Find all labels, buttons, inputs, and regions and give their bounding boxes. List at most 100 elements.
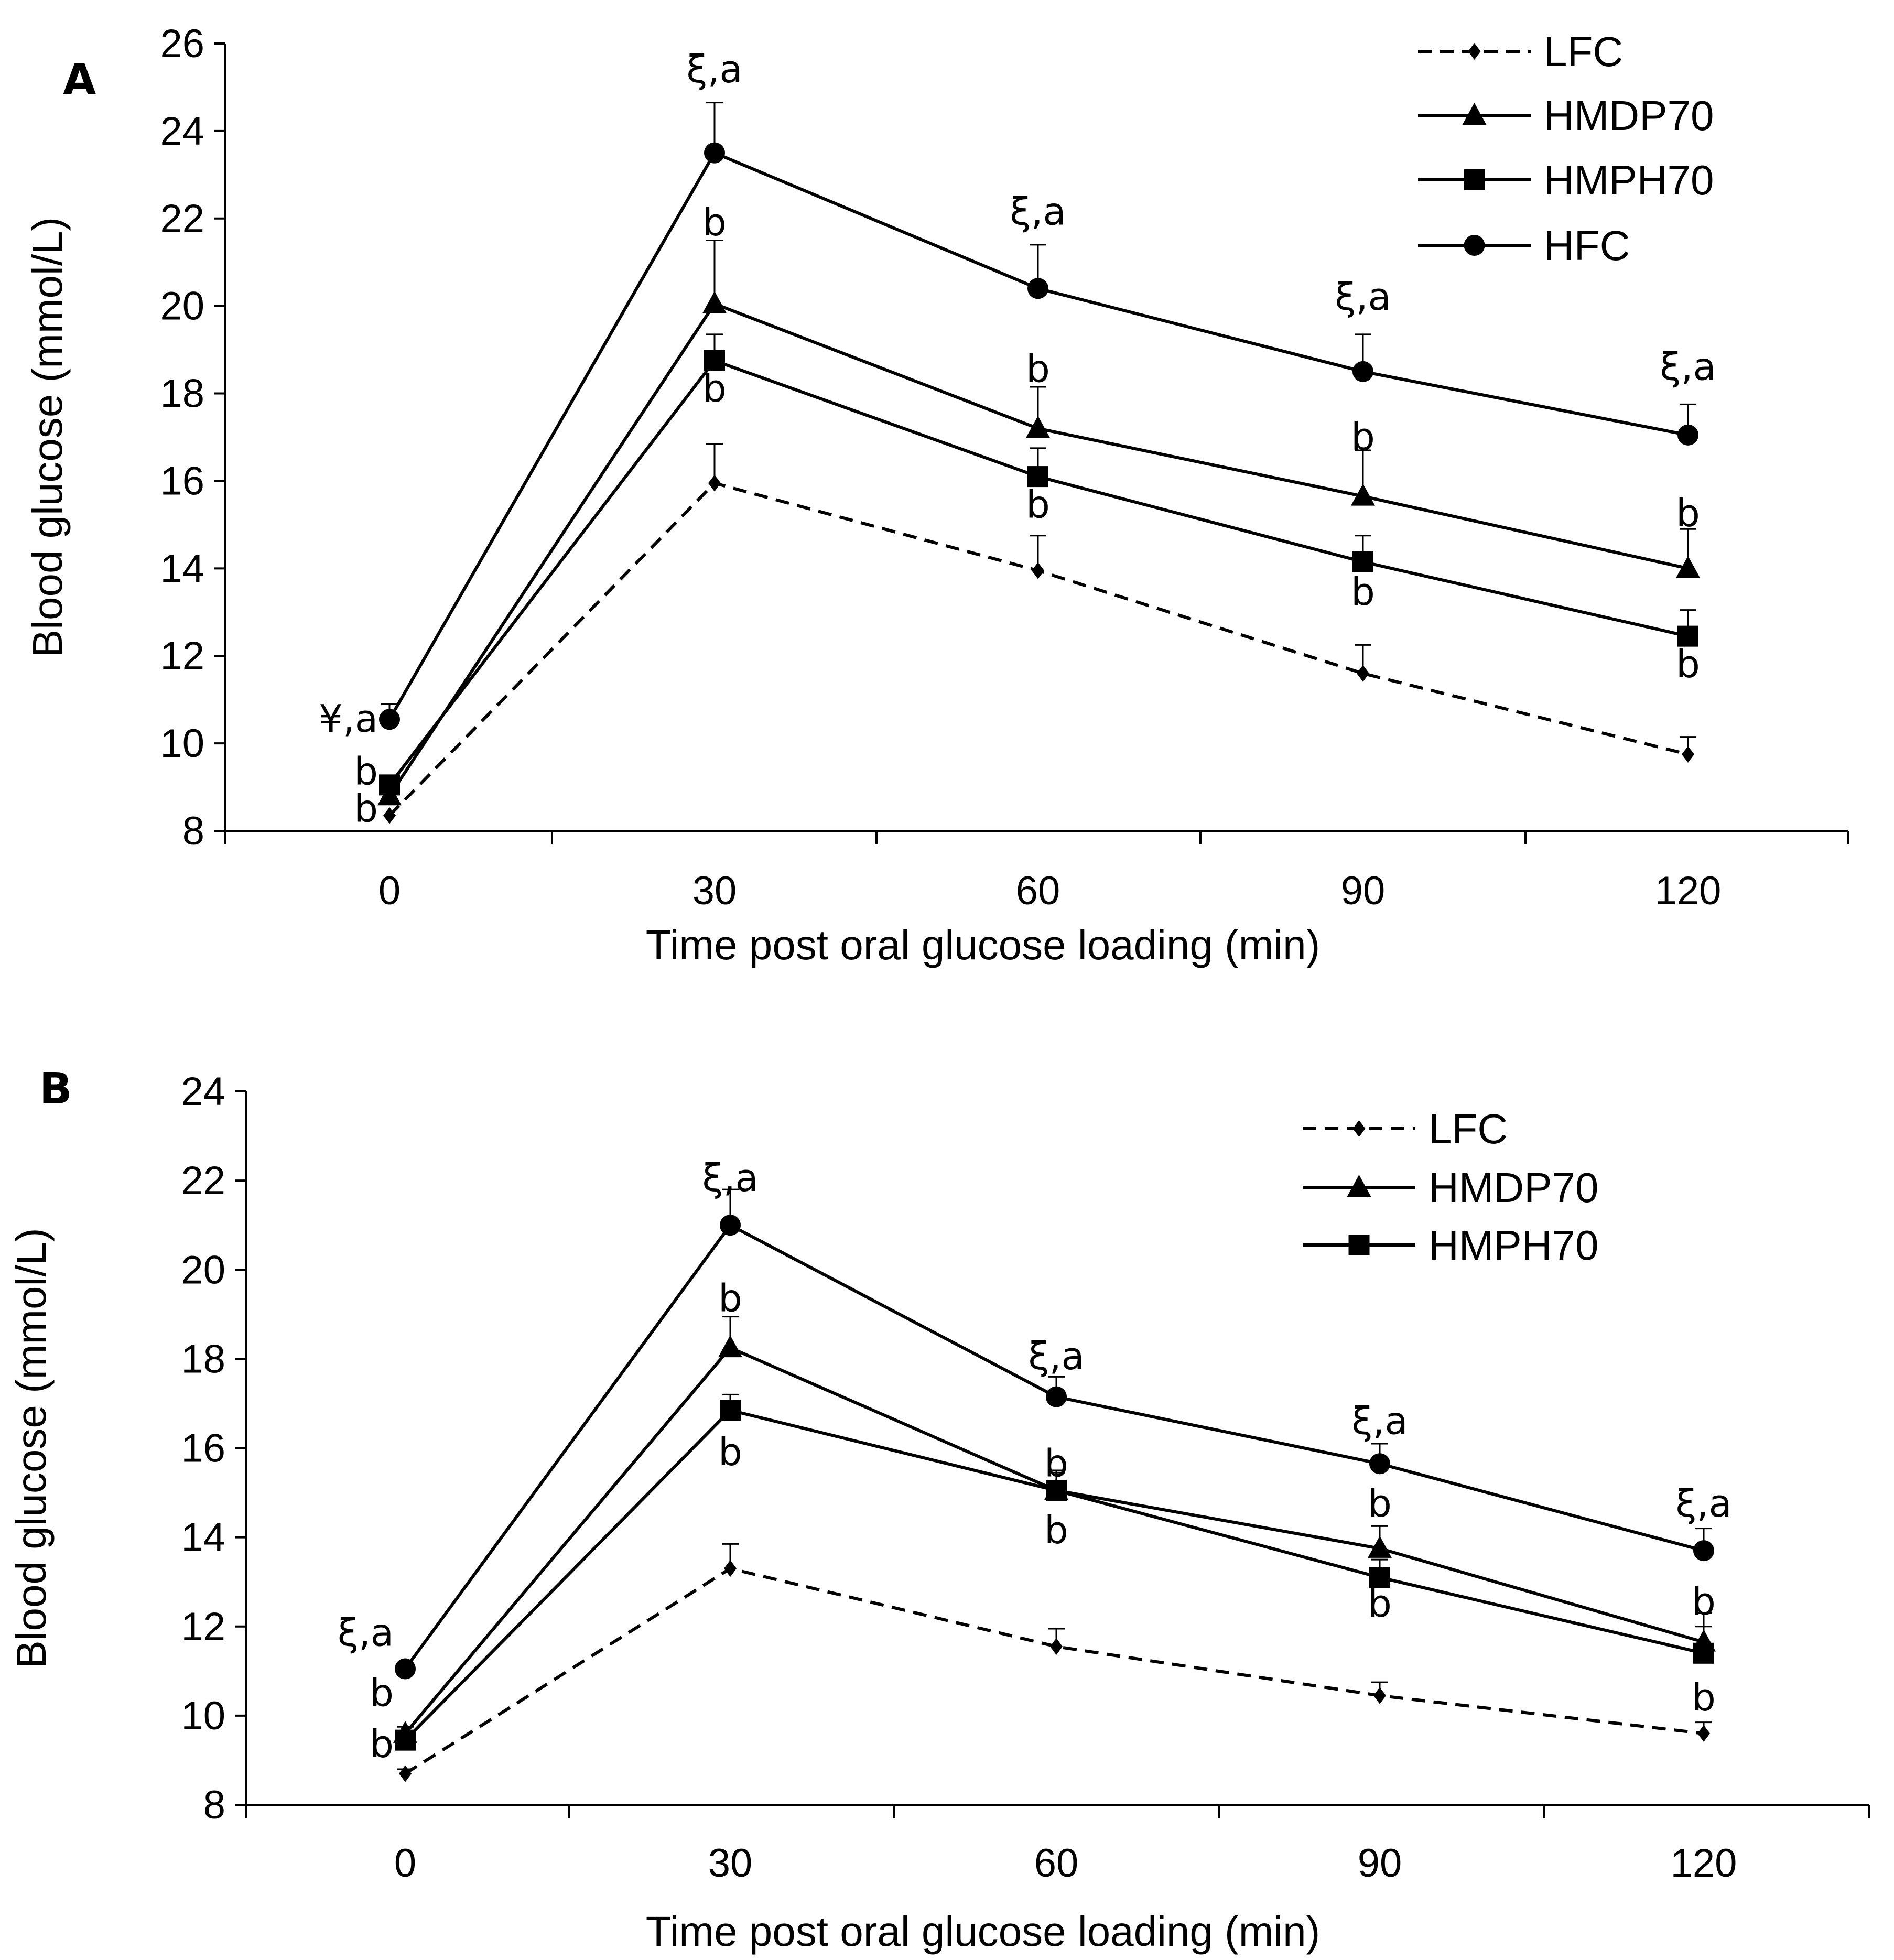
significance-label: b: [1351, 570, 1375, 614]
significance-label: b: [702, 366, 727, 410]
significance-label: b: [1676, 491, 1700, 535]
legend-marker-lfc: [1352, 1120, 1366, 1137]
legend-label-hmph70: HMPH70: [1544, 157, 1714, 203]
data-point-hfc: [1352, 361, 1373, 382]
significance-label: b: [1044, 1508, 1068, 1552]
data-point-hmph70: [379, 774, 400, 796]
data-point-hmdp70: [1676, 556, 1700, 578]
significance-label: b: [702, 200, 727, 244]
chart-panel-a: A Blood glucose (mmol/L) Time post oral …: [24, 21, 1849, 968]
data-point-hfc: [1677, 424, 1698, 446]
y-tick-label: 14: [160, 546, 204, 591]
legend-marker-hfc: [1464, 235, 1485, 256]
significance-label: b: [354, 749, 378, 793]
y-tick-label: 12: [181, 1605, 225, 1649]
data-point-lfc: [383, 807, 396, 824]
y-axis-label-a: Blood glucose (mmol/L): [24, 217, 71, 657]
significance-label: b: [1044, 1441, 1068, 1485]
significance-label: b: [1692, 1675, 1716, 1719]
x-tick-label: 90: [1341, 869, 1386, 913]
data-point-hfc: [704, 142, 725, 164]
significance-label: b: [1351, 415, 1375, 459]
legend-label-lfc: LFC: [1544, 28, 1623, 75]
significance-label: b: [1368, 1481, 1392, 1525]
y-tick-label: 18: [160, 372, 204, 416]
legend-marker-hmph70: [1464, 169, 1485, 190]
x-tick-label: 0: [394, 1841, 416, 1886]
significance-label: b: [370, 1722, 394, 1766]
axes-a: 8 10 12 14 16 18 20 22 24 26 0 30 60 90 120: [160, 21, 1849, 913]
y-tick-label: 22: [160, 197, 204, 241]
data-point-lfc: [724, 1560, 737, 1577]
y-tick-label: 10: [160, 721, 204, 766]
chart-panel-b: B Blood glucose (mmol/L) Time post oral …: [8, 1064, 1870, 1955]
data-point-hmdp70: [718, 1335, 742, 1358]
significance-label: b: [1026, 482, 1050, 526]
data-point-lfc: [1373, 1687, 1386, 1704]
x-tick-label: 30: [692, 869, 737, 913]
legend-label-hmdp70: HMDP70: [1544, 92, 1714, 139]
y-tick-label: 20: [160, 284, 204, 329]
data-point-hmph70: [1677, 625, 1698, 647]
data-point-hfc: [395, 1658, 416, 1680]
significance-label: ξ,a: [1660, 344, 1716, 388]
data-point-hmph70: [1369, 1567, 1390, 1588]
legend-b: LFC HMDP70 HMPH70: [1303, 1106, 1599, 1269]
significance-label: b: [1368, 1582, 1392, 1626]
y-tick-label: 14: [181, 1515, 225, 1560]
y-tick-label: 10: [181, 1694, 225, 1738]
series-line-lfc: [404, 1567, 1704, 1775]
x-axis-label-a: Time post oral glucose loading (min): [646, 922, 1320, 968]
significance-label: b: [718, 1430, 742, 1474]
data-point-hmph70: [1693, 1642, 1714, 1664]
data-point-lfc: [1032, 562, 1044, 579]
data-point-lfc: [1357, 665, 1369, 682]
significance-label: ¥,a: [319, 697, 378, 741]
y-tick-label: 16: [181, 1426, 225, 1471]
data-point-hmph70: [720, 1400, 741, 1421]
significance-label: ξ,a: [686, 47, 742, 91]
y-tick-label: 18: [181, 1337, 225, 1381]
data-point-hmph70: [1027, 466, 1048, 488]
y-tick-label: 26: [160, 21, 204, 66]
data-point-hmph70: [704, 350, 725, 371]
panel-label-b: B: [39, 1064, 72, 1114]
series-markers-b: [393, 1215, 1716, 1782]
significance-label: b: [354, 786, 378, 830]
x-tick-label: 0: [378, 869, 401, 913]
y-tick-label: 8: [182, 809, 204, 853]
x-tick-label: 120: [1655, 869, 1722, 913]
data-point-hmdp70: [702, 291, 727, 313]
data-point-hmdp70: [1368, 1535, 1392, 1558]
panel-label-a: A: [63, 55, 96, 105]
significance-label: ξ,a: [1675, 1481, 1731, 1525]
legend-label-hmph70: HMPH70: [1428, 1222, 1599, 1269]
data-point-hmph70: [1352, 551, 1373, 572]
legend-marker-hmph70: [1348, 1235, 1370, 1255]
x-tick-label: 60: [1034, 1841, 1079, 1886]
significance-label: ξ,a: [1335, 275, 1391, 319]
legend-marker-hmdp70: [1462, 103, 1487, 125]
data-point-hmdp70: [1026, 416, 1050, 438]
significance-label: b: [718, 1276, 742, 1320]
data-point-lfc: [1682, 745, 1694, 763]
data-point-lfc: [1050, 1638, 1063, 1655]
y-tick-label: 22: [181, 1158, 225, 1203]
significance-label: b: [370, 1671, 394, 1715]
data-point-hmph70: [395, 1729, 416, 1751]
legend-label-lfc: LFC: [1428, 1106, 1508, 1152]
data-point-lfc: [399, 1765, 412, 1782]
y-tick-label: 12: [160, 634, 204, 678]
y-tick-label: 20: [181, 1248, 225, 1292]
data-point-lfc: [708, 474, 721, 492]
significance-label: ξ,a: [1351, 1399, 1408, 1443]
data-point-hfc: [379, 709, 400, 730]
significance-label: b: [1692, 1579, 1716, 1623]
data-point-hfc: [1046, 1386, 1067, 1407]
legend-label-hmdp70: HMDP70: [1428, 1164, 1599, 1211]
significance-label: ξ,a: [338, 1611, 394, 1655]
